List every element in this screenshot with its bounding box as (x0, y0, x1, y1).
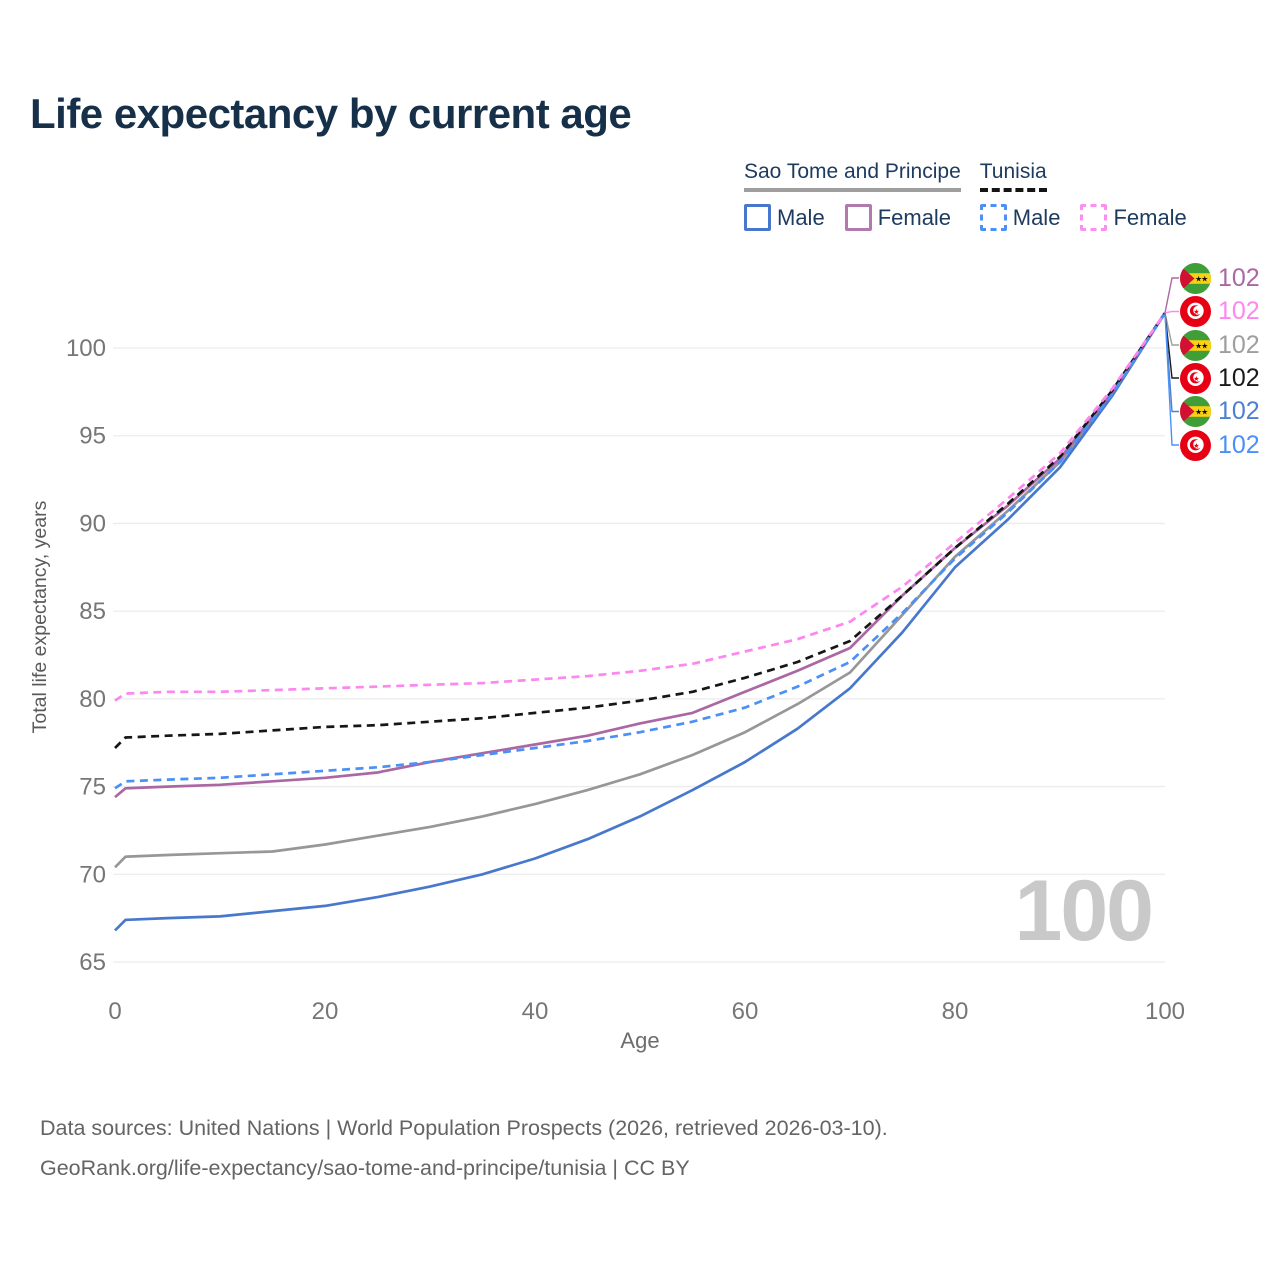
end-label-row-sao-tome-and-principe: ★★ 102 (1180, 262, 1260, 294)
end-label-connector (1164, 310, 1179, 314)
tunisia-flag-icon: ★ (1180, 362, 1211, 394)
y-tick-label: 90 (79, 510, 106, 537)
tunisia-flag-icon: ★ (1180, 296, 1211, 327)
svg-text:★: ★ (1193, 374, 1199, 382)
georank-url-text: GeoRank.org/life-expectancy/sao-tome-and… (40, 1156, 690, 1180)
x-tick-label: 60 (732, 998, 759, 1025)
legend-item-label: Male (777, 204, 825, 230)
end-value-label: 102 (1218, 363, 1260, 392)
y-tick-label: 85 (79, 598, 106, 625)
line-chart-canvas: 65 70 75 80 85 90 95 100 0 20 40 60 80 100 Age Total li… (29, 277, 1185, 1053)
x-tick-label: 80 (942, 998, 969, 1025)
series-line-tunisia-female[interactable] (114, 312, 1167, 702)
sao-tome-and-principe-flag-icon: ★★ (1180, 329, 1211, 361)
end-label-row-tunisia: ★ 102 (1180, 362, 1260, 394)
end-value-label: 102 (1218, 397, 1260, 425)
legend-country-sao-tome-and-principe[interactable]: Sao Tome and Principe (744, 160, 961, 195)
stp-male-swatch-icon (744, 204, 771, 231)
series-line-sao-tome-and-principe-total[interactable] (114, 312, 1167, 869)
hovered-age-watermark: 100 (1014, 863, 1154, 959)
x-axis-title: Age (620, 1028, 659, 1053)
series-line-tunisia-total[interactable] (114, 312, 1167, 749)
series-line-sao-tome-and-principe-female[interactable] (114, 312, 1167, 799)
end-label-row-tunisia: ★ 102 (1180, 429, 1260, 461)
end-label-connector (1164, 312, 1179, 446)
legend-underline-dashed (979, 188, 1047, 192)
svg-text:★: ★ (1193, 308, 1199, 316)
legend-country-label: Sao Tome and Principe (744, 160, 961, 183)
x-tick-label: 40 (522, 998, 549, 1025)
x-tick-label: 100 (1145, 998, 1185, 1025)
y-tick-label: 75 (79, 774, 106, 801)
end-label-row-sao-tome-and-principe: ★★ 102 (1180, 329, 1260, 361)
svg-text:★: ★ (1193, 441, 1199, 449)
tunisia-flag-icon: ★ (1180, 429, 1211, 461)
legend-group-tunisia: Tunisia Male Female (979, 160, 1187, 231)
x-tick-label: 20 (312, 998, 339, 1025)
end-label-row-tunisia: ★ 102 (1180, 296, 1260, 327)
tunisia-male-swatch-icon (979, 204, 1007, 231)
y-tick-label: 80 (79, 686, 106, 713)
chart-legend: Sao Tome and Principe Male Female Tunisi… (744, 160, 1187, 231)
end-value-label: 102 (1218, 430, 1260, 459)
legend-item-tunisia-female[interactable]: Female (1080, 204, 1187, 231)
series-line-tunisia-male[interactable] (114, 312, 1167, 790)
end-label-connector (1164, 277, 1179, 314)
data-sources-text: Data sources: United Nations | World Pop… (40, 1116, 888, 1140)
legend-item-label: Female (1113, 204, 1187, 230)
x-tick-label: 0 (108, 998, 121, 1025)
y-tick-label: 70 (79, 861, 106, 888)
svg-text:★★: ★★ (1195, 408, 1208, 417)
page-title: Life expectancy by current age (30, 90, 632, 137)
y-tick-label: 95 (79, 423, 106, 450)
legend-country-tunisia[interactable]: Tunisia (979, 160, 1047, 195)
svg-text:★★: ★★ (1195, 274, 1208, 283)
y-tick-label: 65 (79, 949, 106, 976)
legend-underline-solid (744, 188, 961, 192)
end-value-label: 102 (1218, 297, 1260, 325)
end-value-label: 102 (1218, 263, 1260, 292)
series-line-sao-tome-and-principe-male[interactable] (114, 312, 1167, 932)
legend-group-sao-tome-and-principe: Sao Tome and Principe Male Female (744, 160, 961, 231)
end-label-row-sao-tome-and-principe: ★★ 102 (1180, 396, 1260, 427)
tunisia-female-swatch-icon (1080, 204, 1108, 231)
legend-item-stp-male[interactable]: Male (744, 204, 825, 231)
legend-item-stp-female[interactable]: Female (844, 204, 952, 231)
sao-tome-and-principe-flag-icon: ★★ (1180, 262, 1211, 294)
end-label-connector (1164, 312, 1179, 379)
legend-item-label: Female (877, 204, 952, 230)
sao-tome-and-principe-flag-icon: ★★ (1180, 396, 1211, 427)
legend-item-tunisia-male[interactable]: Male (979, 204, 1061, 231)
y-axis-title: Total life expectancy, years (29, 500, 51, 733)
end-label-connector (1164, 312, 1179, 346)
end-value-label: 102 (1218, 330, 1260, 359)
legend-item-label: Male (1012, 204, 1061, 230)
svg-text:★★: ★★ (1195, 341, 1208, 350)
legend-country-label: Tunisia (979, 160, 1047, 183)
y-tick-label: 100 (66, 335, 106, 362)
stp-female-swatch-icon (844, 204, 872, 231)
footer: Data sources: United Nations | World Pop… (40, 1108, 888, 1188)
